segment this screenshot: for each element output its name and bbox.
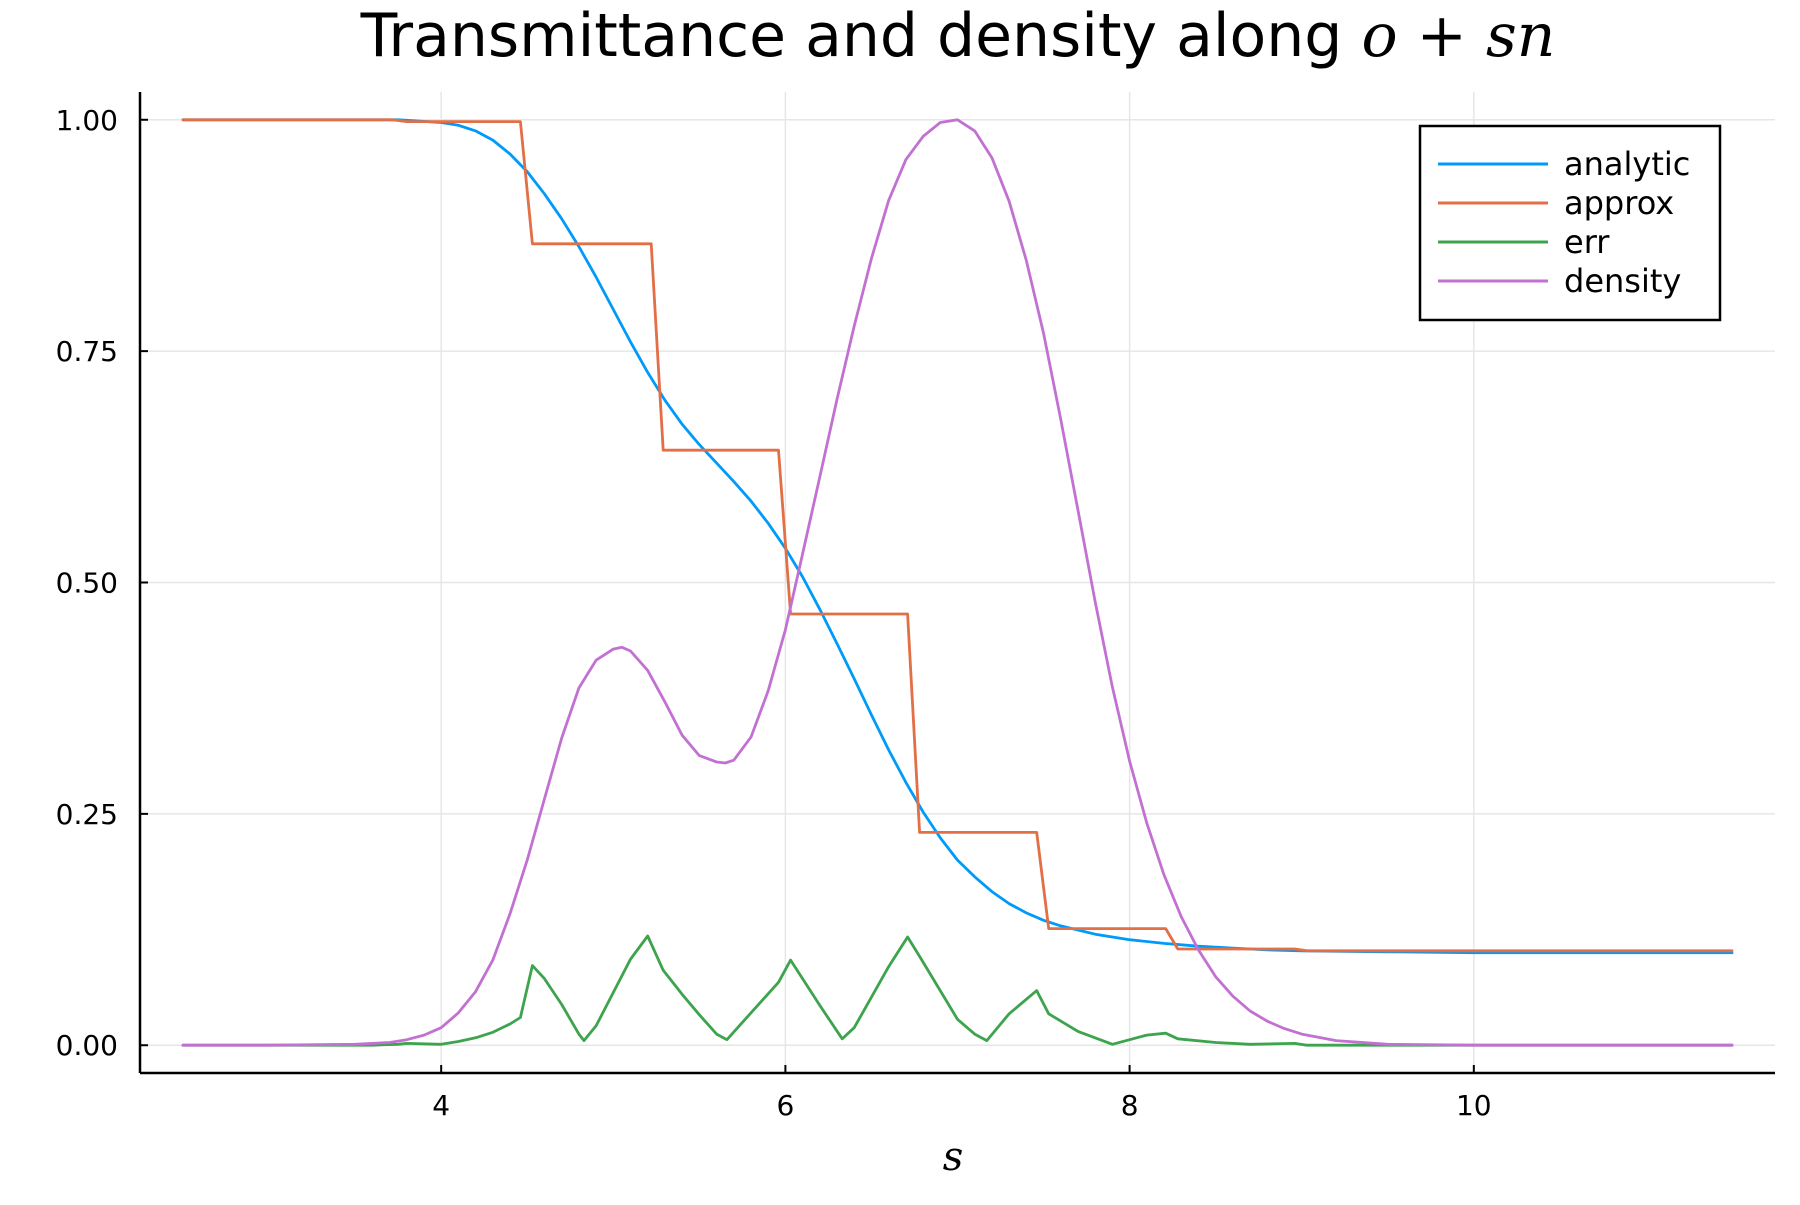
legend-label-approx: approx: [1564, 184, 1674, 222]
y-tick-label-2: 0.50: [56, 567, 118, 600]
series-line-density: [181, 118, 1734, 1047]
chart-title: Transmittance and density along o + sn: [360, 1, 1556, 71]
chart-title-text: Transmittance and density along: [360, 1, 1343, 71]
legend-label-err: err: [1564, 223, 1610, 261]
legend-label-analytic: analytic: [1564, 145, 1690, 183]
chart-title-math: o + sn: [1361, 1, 1555, 71]
series-line-err: [181, 934, 1734, 1047]
y-tick-label-4: 1.00: [56, 104, 118, 137]
y-tick-label-1: 0.25: [56, 798, 118, 831]
legend-box: [1418, 124, 1722, 322]
y-tick-label-3: 0.75: [56, 335, 118, 368]
ticks-layer: 4 6 8 10 0.00 0.25 0.50 0.75 1.00: [56, 104, 1492, 1122]
series-line-analytic: [181, 118, 1734, 955]
x-tick-label-2: 8: [1121, 1089, 1139, 1122]
legend-label-density: density: [1564, 262, 1681, 300]
x-axis-label: s: [943, 1134, 964, 1180]
y-tick-label-0: 0.00: [56, 1029, 118, 1062]
x-tick-label-3: 10: [1456, 1089, 1492, 1122]
x-tick-label-1: 6: [776, 1089, 794, 1122]
x-tick-label-0: 4: [432, 1089, 450, 1122]
series-layer: [181, 118, 1734, 1047]
